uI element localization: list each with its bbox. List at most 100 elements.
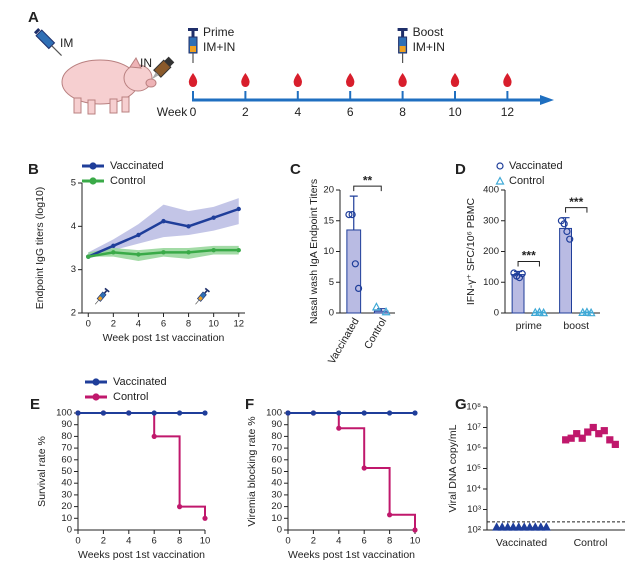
event-title: Prime [203, 25, 235, 39]
x-tick-label: 6 [152, 536, 157, 547]
syringe-icon [195, 287, 210, 305]
point [202, 515, 208, 521]
y-tick-label: 20 [271, 501, 282, 512]
legend-marker [495, 176, 505, 185]
series-step-line [78, 412, 206, 519]
y-tick-label: 30 [271, 489, 282, 500]
data-point [348, 211, 356, 219]
point [186, 250, 191, 255]
point [151, 410, 157, 416]
error-bar [349, 195, 358, 230]
blood-drop [293, 73, 302, 87]
timeline-tick-label: 0 [190, 105, 197, 119]
in-device [151, 56, 175, 80]
x-tick-label: 6 [362, 536, 367, 547]
x-tick-label: 8 [186, 319, 191, 330]
y-axis-label: Viremia blocking rate % [246, 416, 258, 526]
data-point [354, 284, 363, 292]
panel-label: D [455, 161, 466, 178]
timeline-tick-label: 8 [399, 105, 406, 119]
syringe-icon [188, 28, 198, 63]
panel-label: B [28, 161, 39, 178]
y-tick-label: 5 [329, 277, 334, 288]
y-tick-label: 4 [71, 221, 76, 232]
point [111, 243, 116, 249]
y-tick-label: 10⁶ [467, 443, 482, 454]
legend-label: Vaccinated [113, 376, 167, 388]
y-tick-label: 200 [483, 246, 499, 257]
x-tick-label: 2 [311, 536, 316, 547]
data-point [600, 427, 608, 435]
data-point [525, 522, 535, 531]
blood-drop [188, 73, 198, 87]
x-tick-label: 4 [136, 319, 141, 330]
y-tick-label: 70 [271, 443, 282, 454]
y-axis-label: Nasal wash IgA Endpoint Titers [308, 179, 320, 324]
legend-marker [89, 162, 97, 170]
pig-leg [109, 98, 118, 114]
point [236, 206, 241, 212]
event-detail: IM+IN [203, 40, 235, 54]
point [151, 433, 157, 439]
y-tick-label: 50 [271, 466, 282, 477]
y-tick-label: 40 [61, 478, 72, 489]
x-tick-label: 10 [410, 536, 421, 547]
confidence-band [88, 198, 239, 259]
point [361, 410, 367, 416]
syringe-liquid [190, 46, 196, 52]
y-tick-label: 10² [467, 525, 481, 536]
syringe-plunger [397, 28, 408, 31]
y-tick-label: 80 [271, 431, 282, 442]
pig-leg [87, 99, 96, 115]
blood-drop [450, 73, 460, 87]
data-point [539, 307, 549, 317]
syringe-plunger [104, 287, 110, 293]
syringe-liquid [97, 296, 103, 301]
data-point [589, 423, 597, 432]
data-point [503, 522, 513, 531]
blood-drop [346, 73, 355, 87]
data-point [563, 227, 571, 236]
pig-leg [73, 97, 82, 114]
blood-drop [398, 73, 407, 87]
data-point [611, 440, 619, 448]
point [177, 410, 183, 416]
y-tick-label: 15 [323, 215, 334, 226]
syringe-rod [204, 290, 208, 294]
legend-marker [92, 378, 100, 386]
y-tick-label: 100 [56, 408, 72, 419]
y-tick-label: 100 [266, 408, 282, 419]
x-tick-label: 4 [126, 536, 131, 547]
blood-drop [503, 73, 512, 87]
data-point [351, 260, 359, 268]
x-category-label: Control [362, 316, 389, 351]
syringe-liquid [198, 296, 203, 301]
point [136, 232, 141, 238]
timeline-axis-label: Week [157, 105, 188, 119]
y-tick-label: 0 [277, 525, 282, 536]
data-point [567, 434, 575, 442]
y-axis-label: IFN-γ⁺ SFC/10⁶ PBMC [465, 197, 477, 305]
timeline-tick-label: 4 [294, 105, 301, 119]
pig-snout [145, 78, 157, 88]
y-tick-label: 10⁸ [466, 402, 481, 413]
data-point [345, 211, 353, 219]
bar [346, 229, 362, 314]
panel-label: E [30, 396, 40, 413]
point [161, 250, 166, 255]
data-point [578, 434, 586, 442]
y-axis-label: Endpoint IgG titers (log10) [34, 187, 46, 310]
point [285, 410, 291, 416]
data-point [519, 522, 529, 531]
x-category-label: Vaccinated [496, 537, 547, 549]
x-tick-label: 10 [208, 319, 219, 330]
x-category-label: boost [563, 320, 589, 332]
x-axis-label: Weeks post 1st vaccination [78, 549, 205, 561]
point [310, 410, 316, 416]
data-point [381, 307, 391, 316]
syringe-liquid [399, 46, 406, 52]
y-tick-label: 30 [61, 489, 72, 500]
timeline-tick-label: 12 [501, 105, 515, 119]
x-category-label: Vaccinated [326, 316, 362, 366]
